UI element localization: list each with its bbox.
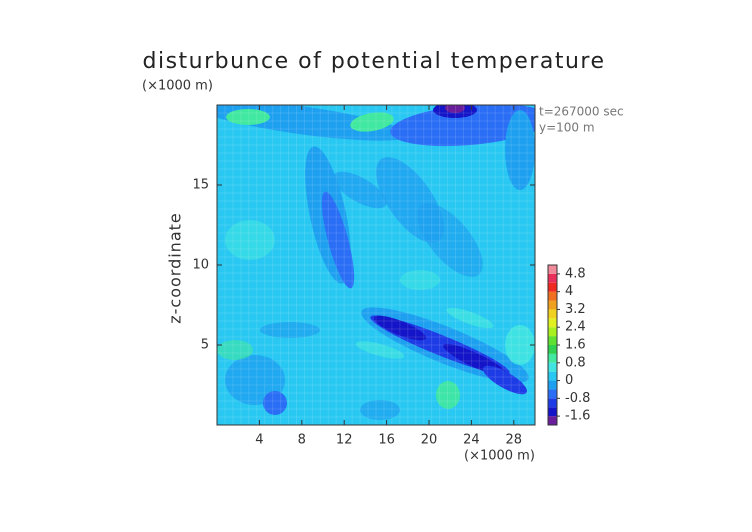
field-patch xyxy=(445,105,465,113)
x-tick-label: 28 xyxy=(506,433,523,448)
y-tick-label: 15 xyxy=(192,178,209,193)
colorbar-band xyxy=(548,318,557,328)
colorbar-band xyxy=(548,407,557,417)
field-patch xyxy=(350,112,394,132)
colorbar-band xyxy=(548,265,557,274)
colorbar-band xyxy=(548,416,557,425)
annotation: y=100 m xyxy=(539,121,595,135)
y-tick-label: 10 xyxy=(192,258,209,273)
field-patch xyxy=(355,341,405,359)
colorbar-tick-label: 2.4 xyxy=(565,320,586,335)
colorbar-band xyxy=(548,389,557,399)
x-tick-label: 4 xyxy=(255,433,263,448)
field-patch xyxy=(505,325,535,365)
colorbar-tick-label: -0.8 xyxy=(565,391,590,406)
x-tick-label: 8 xyxy=(298,433,306,448)
colorbar-band xyxy=(548,336,557,345)
field-patch xyxy=(333,171,387,209)
colorbar-tick-label: 4 xyxy=(565,284,573,299)
colorbar-band xyxy=(548,291,557,301)
colorbar-band xyxy=(548,398,557,408)
colorbar-tick-label: -1.6 xyxy=(565,409,590,424)
chart-title: disturbunce of potential temperature xyxy=(143,49,606,74)
field-patch xyxy=(436,381,460,409)
colorbar-band xyxy=(548,273,557,283)
y-unit: (×1000 m) xyxy=(142,79,213,94)
colorbar-tick-label: 4.8 xyxy=(565,266,586,281)
field-patch xyxy=(400,270,440,290)
field-patch xyxy=(482,365,528,395)
field-patch xyxy=(373,315,427,341)
colorbar-band xyxy=(548,300,557,310)
colorbar-tick-label: 0 xyxy=(565,373,573,388)
field-patch xyxy=(225,220,275,260)
field-patch xyxy=(446,307,494,329)
field-patch xyxy=(417,203,483,277)
field-patch xyxy=(263,391,287,415)
colorbar-band xyxy=(548,345,557,354)
field-patch xyxy=(321,191,355,289)
field-patch xyxy=(217,340,253,360)
colorbar-band xyxy=(548,362,557,372)
colorbar-band xyxy=(548,371,557,381)
x-tick-label: 20 xyxy=(421,433,438,448)
x-tick-label: 12 xyxy=(336,433,353,448)
colorbar-band xyxy=(548,327,557,337)
colorbar-tick-label: 3.2 xyxy=(565,302,586,317)
field-patch xyxy=(226,109,270,125)
colorbar-band xyxy=(548,282,557,292)
x-unit: (×1000 m) xyxy=(464,449,535,464)
colorbar-band xyxy=(548,380,557,390)
colorbar-tick-label: 1.6 xyxy=(565,338,586,353)
colorbar-band xyxy=(548,309,557,319)
field-patch xyxy=(260,322,320,338)
y-axis-label: z-coordinate xyxy=(166,212,185,324)
annotation: t=267000 sec xyxy=(539,105,624,119)
colorbar-tick-label: 0.8 xyxy=(565,355,586,370)
x-tick-label: 16 xyxy=(378,433,395,448)
field-patch xyxy=(360,400,400,420)
contour-field xyxy=(217,105,535,425)
field-patch xyxy=(505,110,535,190)
colorbar-band xyxy=(548,353,557,363)
x-tick-label: 24 xyxy=(463,433,480,448)
y-tick-label: 5 xyxy=(201,338,209,353)
